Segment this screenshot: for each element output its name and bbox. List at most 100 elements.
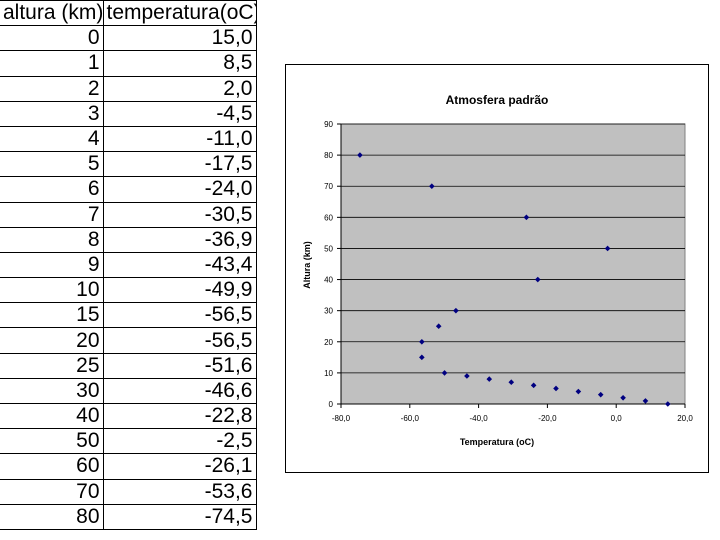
temperatura-cell[interactable]: 15,0: [102, 25, 257, 52]
table-row: 3 -4,5: [0, 100, 257, 127]
data-point: [530, 382, 537, 389]
temperatura-cell[interactable]: 2,0: [102, 75, 257, 102]
table-row: 70 -53,6: [0, 478, 257, 505]
y-tick-label: 10: [324, 369, 333, 378]
altura-cell[interactable]: 70: [0, 478, 104, 505]
altura-cell[interactable]: 5: [0, 151, 104, 178]
temperatura-cell[interactable]: -46,6: [102, 377, 257, 405]
x-tick-label: -60,0: [401, 414, 420, 423]
temperatura-cell[interactable]: -49,9: [102, 277, 257, 304]
temperatura-cell[interactable]: -51,6: [102, 352, 257, 379]
table-header-row: altura (km) temperatura(oC): [0, 0, 257, 27]
altura-cell[interactable]: 2: [0, 75, 104, 102]
y-tick-label: 90: [324, 120, 333, 129]
y-tick-label: 40: [324, 276, 333, 285]
data-point: [604, 245, 611, 252]
temperatura-cell[interactable]: -43,4: [102, 251, 257, 279]
altura-cell[interactable]: 20: [0, 327, 104, 354]
temperatura-cell[interactable]: -22,8: [102, 402, 257, 430]
x-tick-label: 20,0: [677, 414, 693, 423]
table-row: 80 -74,5: [0, 503, 257, 530]
table-row: 20 -56,5: [0, 327, 257, 354]
table-row: 25 -51,6: [0, 352, 257, 379]
y-tick-label: 60: [324, 213, 333, 222]
data-point: [435, 323, 442, 330]
table-row: 5 -17,5: [0, 151, 257, 178]
x-axis-label: Temperatura (oC): [460, 437, 534, 447]
temperatura-cell[interactable]: -24,0: [102, 176, 257, 203]
data-point: [575, 388, 582, 395]
data-point: [642, 398, 649, 404]
data-point: [620, 394, 626, 401]
y-tick-label: 20: [324, 338, 333, 347]
temperatura-cell[interactable]: -36,9: [102, 226, 257, 253]
data-point: [508, 379, 515, 386]
altura-cell[interactable]: 9: [0, 251, 104, 279]
data-point: [419, 354, 425, 361]
y-tick-label: 0: [329, 400, 334, 409]
x-tick-label: -40,0: [469, 414, 488, 423]
table-row: 2 2,0: [0, 75, 257, 102]
temperatura-cell[interactable]: -2,5: [102, 428, 257, 455]
temperatura-cell[interactable]: -17,5: [102, 151, 257, 178]
data-point: [523, 214, 530, 221]
data-point: [429, 183, 435, 190]
table-row: 30 -46,6: [0, 377, 257, 405]
temperatura-cell[interactable]: -4,5: [102, 100, 257, 127]
y-tick-label: 50: [324, 244, 333, 253]
chart-title: Atmosfera padrão: [446, 93, 549, 107]
altura-cell[interactable]: 6: [0, 176, 104, 203]
spreadsheet: altura (km) temperatura(oC) 0 15,0 1 8,5 2 2,0 3…: [0, 0, 257, 530]
data-point: [464, 373, 470, 379]
table-row: 1 8,5: [0, 50, 257, 77]
y-tick-label: 30: [324, 307, 333, 316]
y-axis-label: Altura (km): [302, 241, 312, 289]
y-tick-label: 70: [324, 182, 333, 191]
data-point: [665, 401, 671, 407]
table-row: 40 -22,8: [0, 402, 257, 430]
altura-cell[interactable]: 7: [0, 201, 104, 228]
scatter-chart: Atmosfera padrão Temperatura (oC) Altura…: [302, 93, 693, 447]
altura-cell[interactable]: 50: [0, 428, 104, 455]
data-point: [597, 391, 604, 398]
data-point: [441, 370, 448, 376]
temperatura-cell[interactable]: -74,5: [102, 503, 257, 530]
temperatura-cell[interactable]: -26,1: [102, 453, 257, 480]
table-row: 6 -24,0: [0, 176, 257, 203]
x-tick-label: -20,0: [538, 414, 557, 423]
altura-cell[interactable]: 10: [0, 277, 104, 304]
altura-cell[interactable]: 25: [0, 352, 104, 379]
temperatura-cell[interactable]: -30,5: [102, 201, 257, 228]
altura-cell[interactable]: 1: [0, 50, 104, 77]
altura-cell[interactable]: 0: [0, 25, 104, 52]
altura-cell[interactable]: 60: [0, 453, 104, 480]
header-cell-temperatura[interactable]: temperatura(oC): [102, 0, 257, 27]
altura-cell[interactable]: 30: [0, 377, 104, 405]
temperatura-cell[interactable]: -53,6: [102, 478, 257, 505]
altura-cell[interactable]: 8: [0, 226, 104, 253]
altura-cell[interactable]: 15: [0, 302, 104, 329]
altura-cell[interactable]: 4: [0, 125, 104, 153]
altura-cell[interactable]: 40: [0, 402, 104, 430]
temperatura-cell[interactable]: -56,5: [102, 327, 257, 354]
temperatura-cell[interactable]: 8,5: [102, 50, 257, 77]
plot-area: [340, 123, 686, 405]
temperatura-cell[interactable]: -56,5: [102, 302, 257, 329]
data-point: [486, 376, 493, 382]
x-tick-label: -80,0: [332, 414, 351, 423]
x-tick-label: 0,0: [611, 414, 623, 423]
table-row: 50 -2,5: [0, 428, 257, 455]
table-row: 4 -11,0: [0, 125, 257, 153]
chart-area[interactable]: Atmosfera padrão Temperatura (oC) Altura…: [285, 64, 709, 473]
temperatura-cell[interactable]: -11,0: [102, 125, 257, 153]
data-point: [534, 276, 541, 283]
table-row: 9 -43,4: [0, 251, 257, 279]
table-row: 7 -30,5: [0, 201, 257, 228]
table-row: 60 -26,1: [0, 453, 257, 480]
altura-cell[interactable]: 80: [0, 503, 104, 530]
header-cell-altura[interactable]: altura (km): [0, 0, 104, 27]
data-point: [419, 338, 425, 345]
altura-cell[interactable]: 3: [0, 100, 104, 127]
data-table: altura (km) temperatura(oC) 0 15,0 1 8,5 2 2,0 3…: [0, 0, 257, 530]
y-tick-label: 80: [324, 151, 333, 160]
